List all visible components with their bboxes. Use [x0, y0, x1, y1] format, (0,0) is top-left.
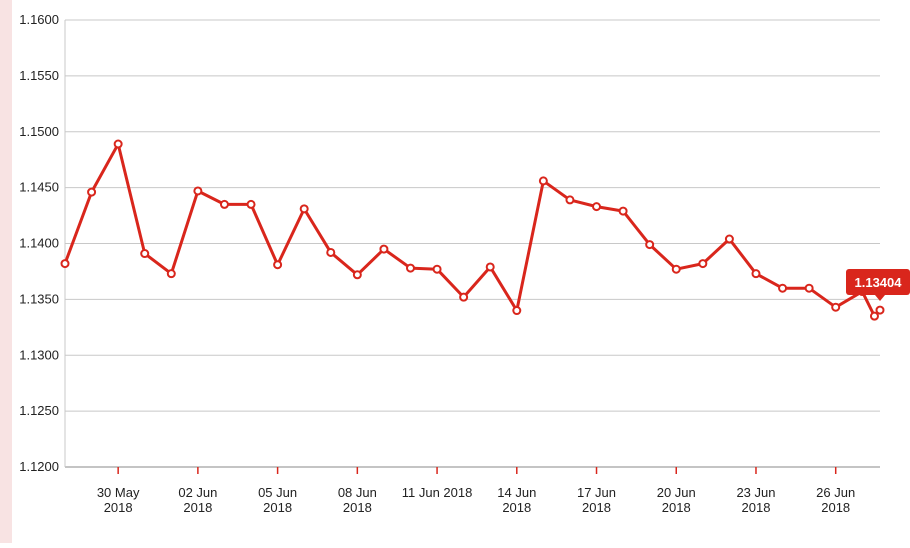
point-marker	[618, 206, 628, 216]
value-label-pointer	[875, 295, 885, 301]
point-marker	[459, 292, 469, 302]
point-marker	[778, 283, 788, 293]
x-tick-label: 23 Jun 2018	[736, 485, 775, 515]
x-tick-line: 23 Jun	[736, 485, 775, 500]
point-marker	[219, 199, 229, 209]
y-tick-label: 1.1400	[19, 236, 59, 251]
x-tick-line: 02 Jun	[178, 485, 217, 500]
point-marker	[698, 259, 708, 269]
y-tick-label: 1.1350	[19, 291, 59, 306]
point-marker	[869, 311, 879, 321]
point-marker	[804, 283, 814, 293]
x-tick-label: 17 Jun 2018	[577, 485, 616, 515]
point-marker	[875, 305, 885, 315]
point-marker	[405, 263, 415, 273]
x-tick-line: 2018	[183, 500, 212, 515]
point-marker	[512, 306, 522, 316]
side-strip	[0, 0, 12, 543]
x-tick-line: 2018	[502, 500, 531, 515]
point-marker	[87, 187, 97, 197]
x-tick-label: 08 Jun 2018	[338, 485, 377, 515]
x-tick-line: 08 Jun	[338, 485, 377, 500]
x-tick-label: 05 Jun 2018	[258, 485, 297, 515]
x-tick-line: 26 Jun	[816, 485, 855, 500]
point-marker	[538, 176, 548, 186]
x-tick-label: 14 Jun 2018	[497, 485, 536, 515]
x-tick-label: 30 May 2018	[97, 485, 140, 515]
point-marker	[193, 186, 203, 196]
y-tick-label: 1.1500	[19, 124, 59, 139]
point-marker	[724, 234, 734, 244]
point-marker	[671, 264, 681, 274]
point-marker	[60, 259, 70, 269]
point-marker	[326, 247, 336, 257]
x-tick-line: 2018	[104, 500, 133, 515]
y-tick-label: 1.1450	[19, 180, 59, 195]
point-marker	[352, 270, 362, 280]
point-marker	[432, 264, 442, 274]
y-tick-label: 1.1250	[19, 403, 59, 418]
y-tick-label: 1.1200	[19, 459, 59, 474]
point-marker	[166, 269, 176, 279]
point-marker	[113, 139, 123, 149]
x-tick-label: 26 Jun 2018	[816, 485, 855, 515]
x-tick-label: 02 Jun 2018	[178, 485, 217, 515]
point-marker	[246, 199, 256, 209]
point-marker	[645, 240, 655, 250]
x-tick-line: 2018	[582, 500, 611, 515]
x-tick-line: 30 May	[97, 485, 140, 500]
x-tick-line: 2018	[821, 500, 850, 515]
value-label-box	[846, 269, 910, 295]
x-tick-line: 17 Jun	[577, 485, 616, 500]
value-label: 1.13404	[855, 275, 903, 290]
x-tick-label: 20 Jun 2018	[657, 485, 696, 515]
y-tick-label: 1.1550	[19, 68, 59, 83]
point-marker	[592, 202, 602, 212]
point-marker	[299, 204, 309, 214]
x-tick-line: 14 Jun	[497, 485, 536, 500]
point-marker	[831, 302, 841, 312]
point-marker	[485, 262, 495, 272]
point-marker	[379, 244, 389, 254]
point-marker	[273, 260, 283, 270]
x-tick-line: 2018	[263, 500, 292, 515]
x-tick-line: 11 Jun 2018	[402, 485, 473, 500]
point-marker	[565, 195, 575, 205]
point-marker	[140, 249, 150, 259]
series-line	[63, 142, 882, 318]
x-tick-line: 2018	[343, 500, 372, 515]
x-tick-line: 2018	[662, 500, 691, 515]
y-tick-label: 1.1300	[19, 347, 59, 362]
x-tick-line: 2018	[742, 500, 771, 515]
x-tick-line: 05 Jun	[258, 485, 297, 500]
y-tick-label: 1.1600	[19, 12, 59, 27]
x-tick-label: 11 Jun 2018	[402, 485, 473, 500]
x-tick-line: 20 Jun	[657, 485, 696, 500]
point-marker	[751, 269, 761, 279]
